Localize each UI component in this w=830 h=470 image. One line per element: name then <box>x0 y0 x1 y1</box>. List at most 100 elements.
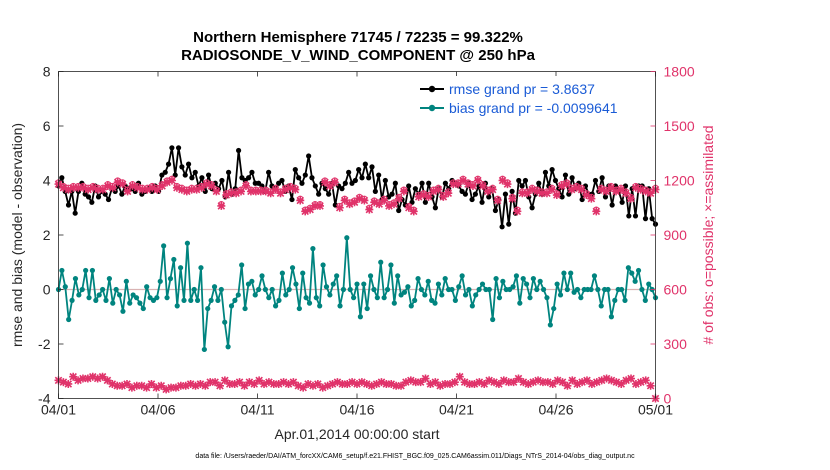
obs-marker <box>88 372 97 381</box>
obs-possible-marker <box>524 188 531 195</box>
data-point <box>520 276 526 282</box>
obs-marker <box>414 192 423 201</box>
data-point <box>362 161 368 167</box>
data-point <box>327 292 333 298</box>
data-point <box>612 297 618 303</box>
data-point <box>490 316 496 323</box>
obs-marker <box>171 383 180 392</box>
obs-marker <box>392 381 401 390</box>
obs-marker <box>207 181 216 190</box>
obs-marker <box>123 187 132 196</box>
obs-marker <box>519 378 528 387</box>
obs-marker <box>64 185 73 194</box>
data-point <box>242 305 248 312</box>
data-point <box>72 210 78 216</box>
obs-possible-marker <box>425 191 432 199</box>
data-point <box>432 205 438 211</box>
data-point <box>382 177 388 184</box>
obs-marker <box>573 379 582 388</box>
data-point <box>59 175 65 181</box>
obs-marker <box>483 187 492 196</box>
obs-possible-marker <box>297 195 304 202</box>
obs-possible-marker <box>627 193 634 200</box>
data-point <box>469 196 475 203</box>
obs-marker <box>641 376 650 385</box>
data-point <box>339 186 345 192</box>
obs-possible-marker <box>489 184 496 191</box>
series-2 <box>54 176 660 216</box>
data-point <box>364 305 370 312</box>
obs-marker <box>355 194 364 203</box>
data-point <box>157 278 163 284</box>
data-point <box>552 177 559 184</box>
obs-marker <box>251 187 260 196</box>
obs-marker <box>612 187 621 196</box>
data-point <box>309 175 315 181</box>
data-point <box>249 278 255 284</box>
data-point <box>175 145 182 151</box>
obs-marker <box>304 379 313 388</box>
obs-marker <box>426 379 435 388</box>
data-point <box>374 295 380 301</box>
obs-marker <box>409 207 418 216</box>
data-point <box>562 172 569 178</box>
obs-marker <box>296 196 305 205</box>
data-point <box>192 169 198 175</box>
obs-marker <box>338 379 347 388</box>
data-point <box>422 199 428 205</box>
data-point <box>83 267 89 274</box>
obs-marker <box>108 379 117 388</box>
obs-possible-marker <box>119 179 126 186</box>
obs-marker <box>494 379 503 388</box>
obs-marker <box>127 383 136 392</box>
data-point <box>66 316 72 323</box>
obs-marker <box>592 207 601 216</box>
obs-possible-marker <box>99 184 107 191</box>
data-point <box>479 281 486 287</box>
obs-marker <box>538 189 547 198</box>
data-point <box>361 281 367 287</box>
obs-marker <box>206 378 215 387</box>
obs-marker <box>498 176 507 185</box>
obs-marker <box>328 379 337 388</box>
obs-marker <box>399 187 408 196</box>
obs-possible-marker <box>504 179 511 186</box>
data-point <box>406 183 412 189</box>
obs-marker <box>382 379 391 388</box>
y2-tick-label: 1200 <box>664 173 695 189</box>
obs-marker <box>103 181 112 190</box>
y2-tick-label: 0 <box>664 391 672 407</box>
obs-marker <box>582 376 591 385</box>
obs-marker <box>241 181 250 190</box>
ticks-layer: 04/01 04/06 04/11 04/16 04/21 04/26 05/01 -4 -2 0… <box>38 64 695 418</box>
obs-marker <box>291 185 300 194</box>
y-tick-label: 8 <box>43 64 51 80</box>
data-point <box>578 295 584 301</box>
data-point <box>513 273 520 279</box>
data-point <box>527 295 533 301</box>
data-point <box>554 281 560 287</box>
data-point <box>266 295 272 301</box>
obs-possible-marker <box>405 202 412 210</box>
obs-marker <box>439 192 448 201</box>
obs-marker <box>177 185 186 194</box>
data-point <box>205 305 211 312</box>
data-point <box>137 300 143 306</box>
data-point <box>299 180 305 186</box>
obs-marker <box>182 187 191 196</box>
data-point <box>608 314 615 320</box>
x-tick-label: 04/06 <box>140 402 175 418</box>
data-point <box>161 243 167 249</box>
data-point <box>337 303 343 309</box>
data-point <box>286 286 292 293</box>
data-point <box>496 295 503 301</box>
data-point <box>235 292 241 298</box>
data-point <box>405 284 411 290</box>
data-point <box>289 196 295 203</box>
data-point <box>625 265 631 271</box>
obs-marker <box>468 181 477 190</box>
data-point <box>542 169 549 175</box>
data-point <box>326 191 332 197</box>
obs-marker <box>370 198 379 207</box>
data-point <box>133 295 140 301</box>
